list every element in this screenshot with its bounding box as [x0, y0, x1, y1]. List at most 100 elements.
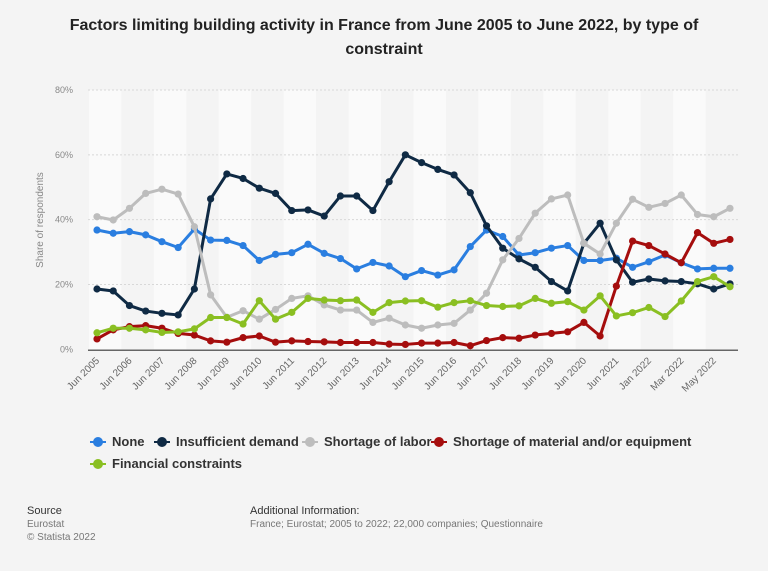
data-point-shortage-of-material-and-or-equipment: [596, 332, 604, 340]
data-point-insufficient-demand: [385, 178, 393, 186]
data-point-shortage-of-material-and-or-equipment: [450, 338, 458, 347]
data-point-none: [596, 256, 604, 265]
data-point-financial-constraints: [142, 326, 150, 334]
data-point-financial-constraints: [499, 302, 507, 311]
data-point-insufficient-demand: [288, 206, 296, 215]
source-name[interactable]: Eurostat: [27, 519, 65, 530]
data-point-shortage-of-material-and-or-equipment: [564, 328, 572, 336]
data-point-none: [531, 249, 539, 257]
data-point-financial-constraints: [564, 298, 572, 306]
data-point-insufficient-demand: [564, 287, 572, 295]
data-point-none: [418, 266, 426, 275]
data-point-insufficient-demand: [628, 278, 637, 286]
legend-marker-icon: [154, 436, 170, 447]
x-tick-label: Jun 2013: [325, 355, 362, 392]
data-point-shortage-of-labor: [401, 321, 409, 329]
legend-item-shortage-of-labor[interactable]: Shortage of labor: [302, 434, 432, 449]
data-point-none: [255, 256, 263, 265]
x-tick-label: May 2022: [680, 355, 719, 394]
data-point-insufficient-demand: [158, 309, 166, 317]
data-point-none: [288, 249, 296, 257]
data-point-none: [628, 263, 637, 271]
data-point-shortage-of-labor: [142, 189, 150, 197]
legend-marker-icon: [90, 458, 106, 469]
x-tick-label: Jun 2007: [130, 355, 167, 392]
data-point-financial-constraints: [596, 292, 604, 300]
data-point-financial-constraints: [223, 313, 231, 322]
data-point-insufficient-demand: [320, 212, 328, 220]
x-tick-label: Jun 2012: [292, 355, 329, 392]
x-tick-label: Jun 2017: [455, 355, 492, 392]
data-point-shortage-of-labor: [450, 319, 458, 327]
additional-info-heading: Additional Information:: [250, 505, 360, 517]
legend-label: Shortage of material and/or equipment: [453, 434, 692, 449]
data-point-insufficient-demand: [677, 277, 685, 286]
data-point-shortage-of-material-and-or-equipment: [255, 332, 263, 340]
data-point-none: [385, 262, 393, 270]
data-point-insufficient-demand: [612, 256, 620, 264]
data-point-insufficient-demand: [142, 307, 150, 315]
data-point-shortage-of-material-and-or-equipment: [288, 337, 296, 345]
series-line-shortage-of-labor: [96, 187, 731, 330]
x-tick-label: Jun 2020: [552, 355, 589, 392]
additional-info-block: Additional Information: France; Eurostat…: [250, 505, 543, 531]
data-point-financial-constraints: [418, 297, 426, 305]
data-point-insufficient-demand: [547, 277, 556, 286]
data-point-financial-constraints: [271, 315, 280, 323]
data-point-insufficient-demand: [515, 255, 523, 263]
data-point-financial-constraints: [336, 297, 345, 305]
data-point-shortage-of-material-and-or-equipment: [677, 259, 685, 267]
legend-marker-icon: [90, 436, 106, 447]
data-point-shortage-of-labor: [596, 250, 604, 258]
copyright: © Statista 2022: [27, 532, 96, 543]
data-point-none: [93, 226, 101, 234]
x-tick-label: Jun 2015: [390, 355, 427, 392]
data-point-financial-constraints: [661, 312, 669, 321]
x-tick-label: Jun 2010: [228, 355, 265, 392]
series-line-shortage-of-material-and-or-equipment: [96, 231, 731, 348]
data-point-insufficient-demand: [109, 287, 117, 295]
data-point-insufficient-demand: [418, 159, 426, 167]
data-point-shortage-of-labor: [726, 204, 734, 212]
data-point-none: [726, 264, 734, 272]
data-point-none: [223, 236, 231, 244]
data-point-none: [466, 242, 474, 251]
data-point-financial-constraints: [628, 309, 637, 317]
data-point-none: [125, 228, 134, 236]
legend-item-none[interactable]: None: [90, 434, 145, 449]
y-tick-label: 0%: [60, 344, 73, 354]
data-point-insufficient-demand: [93, 285, 101, 293]
data-point-none: [207, 236, 215, 244]
data-point-none: [142, 231, 150, 239]
data-point-shortage-of-labor: [580, 239, 588, 247]
data-point-shortage-of-labor: [271, 305, 280, 314]
data-point-financial-constraints: [482, 301, 491, 310]
data-point-shortage-of-material-and-or-equipment: [207, 337, 215, 345]
data-point-none: [450, 266, 458, 274]
data-point-shortage-of-labor: [93, 213, 101, 221]
data-point-shortage-of-material-and-or-equipment: [547, 329, 556, 338]
data-point-financial-constraints: [190, 325, 198, 333]
y-tick-label: 80%: [55, 85, 73, 95]
data-point-financial-constraints: [207, 313, 215, 322]
data-point-shortage-of-labor: [288, 294, 296, 303]
data-point-shortage-of-material-and-or-equipment: [726, 235, 734, 244]
data-point-financial-constraints: [158, 328, 166, 337]
legend-item-financial-constraints[interactable]: Financial constraints: [90, 456, 242, 471]
line-chart: 0% 20% 40% 60% 80% Share of respondents Jun 20…: [35, 85, 738, 394]
data-point-financial-constraints: [304, 294, 312, 303]
legend-item-insufficient-demand[interactable]: Insufficient demand: [154, 434, 299, 449]
data-point-shortage-of-material-and-or-equipment: [434, 339, 442, 347]
data-point-shortage-of-material-and-or-equipment: [190, 331, 198, 339]
data-point-financial-constraints: [531, 294, 539, 303]
data-point-financial-constraints: [693, 277, 702, 286]
x-tick-label: Jun 2014: [357, 355, 394, 392]
legend-item-shortage-of-material[interactable]: Shortage of material and/or equipment: [431, 434, 691, 449]
data-point-none: [158, 238, 166, 246]
x-tick-label: Jun 2008: [163, 355, 200, 392]
data-point-financial-constraints: [320, 296, 328, 304]
data-point-shortage-of-material-and-or-equipment: [628, 237, 637, 245]
data-point-none: [645, 258, 653, 266]
data-point-shortage-of-material-and-or-equipment: [531, 331, 539, 339]
legend-label: Financial constraints: [112, 456, 243, 471]
